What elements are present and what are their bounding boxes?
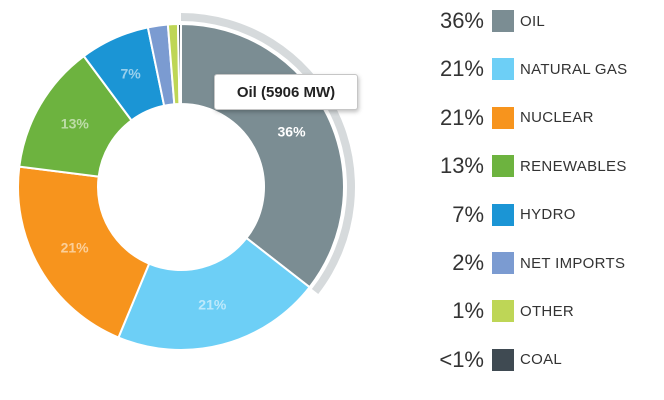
legend-item[interactable]: 7% HYDRO <box>420 200 664 230</box>
legend-swatch <box>492 10 514 32</box>
legend-label: NUCLEAR <box>520 109 594 127</box>
donut-chart: 36% 21% 21% 13% 7% Oil (5906 MW) <box>17 13 358 351</box>
legend-item[interactable]: <1% COAL <box>420 345 664 375</box>
legend-item[interactable]: 36% OIL <box>420 6 664 36</box>
legend-percent: 2% <box>452 250 484 275</box>
legend-percent: 1% <box>452 298 484 324</box>
slice-label: 21% <box>61 239 90 255</box>
legend-percent: <1% <box>439 346 484 372</box>
slice-label: 21% <box>198 297 227 313</box>
legend-percent: 36% <box>439 8 484 33</box>
slice-natural-gas[interactable] <box>117 236 311 351</box>
legend-item[interactable]: 2% NET IMPORTS <box>420 248 664 278</box>
legend-swatch <box>492 348 514 371</box>
legend-swatch <box>492 58 514 81</box>
legend-label: HYDRO <box>520 206 576 224</box>
legend-item[interactable]: 1% OTHER <box>420 296 664 326</box>
legend-item[interactable]: 21% NUCLEAR <box>420 103 664 133</box>
legend-swatch <box>492 252 514 274</box>
legend-label: NET IMPORTS <box>520 254 626 272</box>
slice-coal[interactable] <box>176 22 182 106</box>
legend-percent: 21% <box>439 56 484 82</box>
tooltip: Oil (5906 MW) <box>214 74 358 110</box>
slice-label: 36% <box>278 124 307 140</box>
legend-item[interactable]: 13% RENEWABLES <box>420 151 664 181</box>
legend-label: NATURAL GAS <box>520 60 628 78</box>
legend-swatch <box>492 155 514 178</box>
legend-percent: 7% <box>452 201 484 227</box>
legend-percent: 21% <box>439 104 484 130</box>
slice-oil[interactable] <box>180 22 345 289</box>
legend-item[interactable]: 21% NATURAL GAS <box>420 54 664 84</box>
legend-label: OIL <box>520 12 546 30</box>
slice-label: 13% <box>61 116 90 132</box>
legend-swatch <box>492 300 514 323</box>
slice-label: 7% <box>121 65 142 81</box>
legend-label: COAL <box>520 351 563 369</box>
legend-label: RENEWABLES <box>520 157 627 175</box>
legend-label: OTHER <box>520 302 574 320</box>
legend: 36% OIL 21% NATURAL GAS 21% NUCLEAR 13% RENEWAB… <box>420 0 664 400</box>
donut-chart-svg: 36% 21% 21% 13% 7% <box>17 13 355 351</box>
legend-percent: 13% <box>439 153 484 179</box>
legend-swatch <box>492 203 514 226</box>
slice-nuclear[interactable] <box>17 165 151 339</box>
legend-swatch <box>492 106 514 129</box>
